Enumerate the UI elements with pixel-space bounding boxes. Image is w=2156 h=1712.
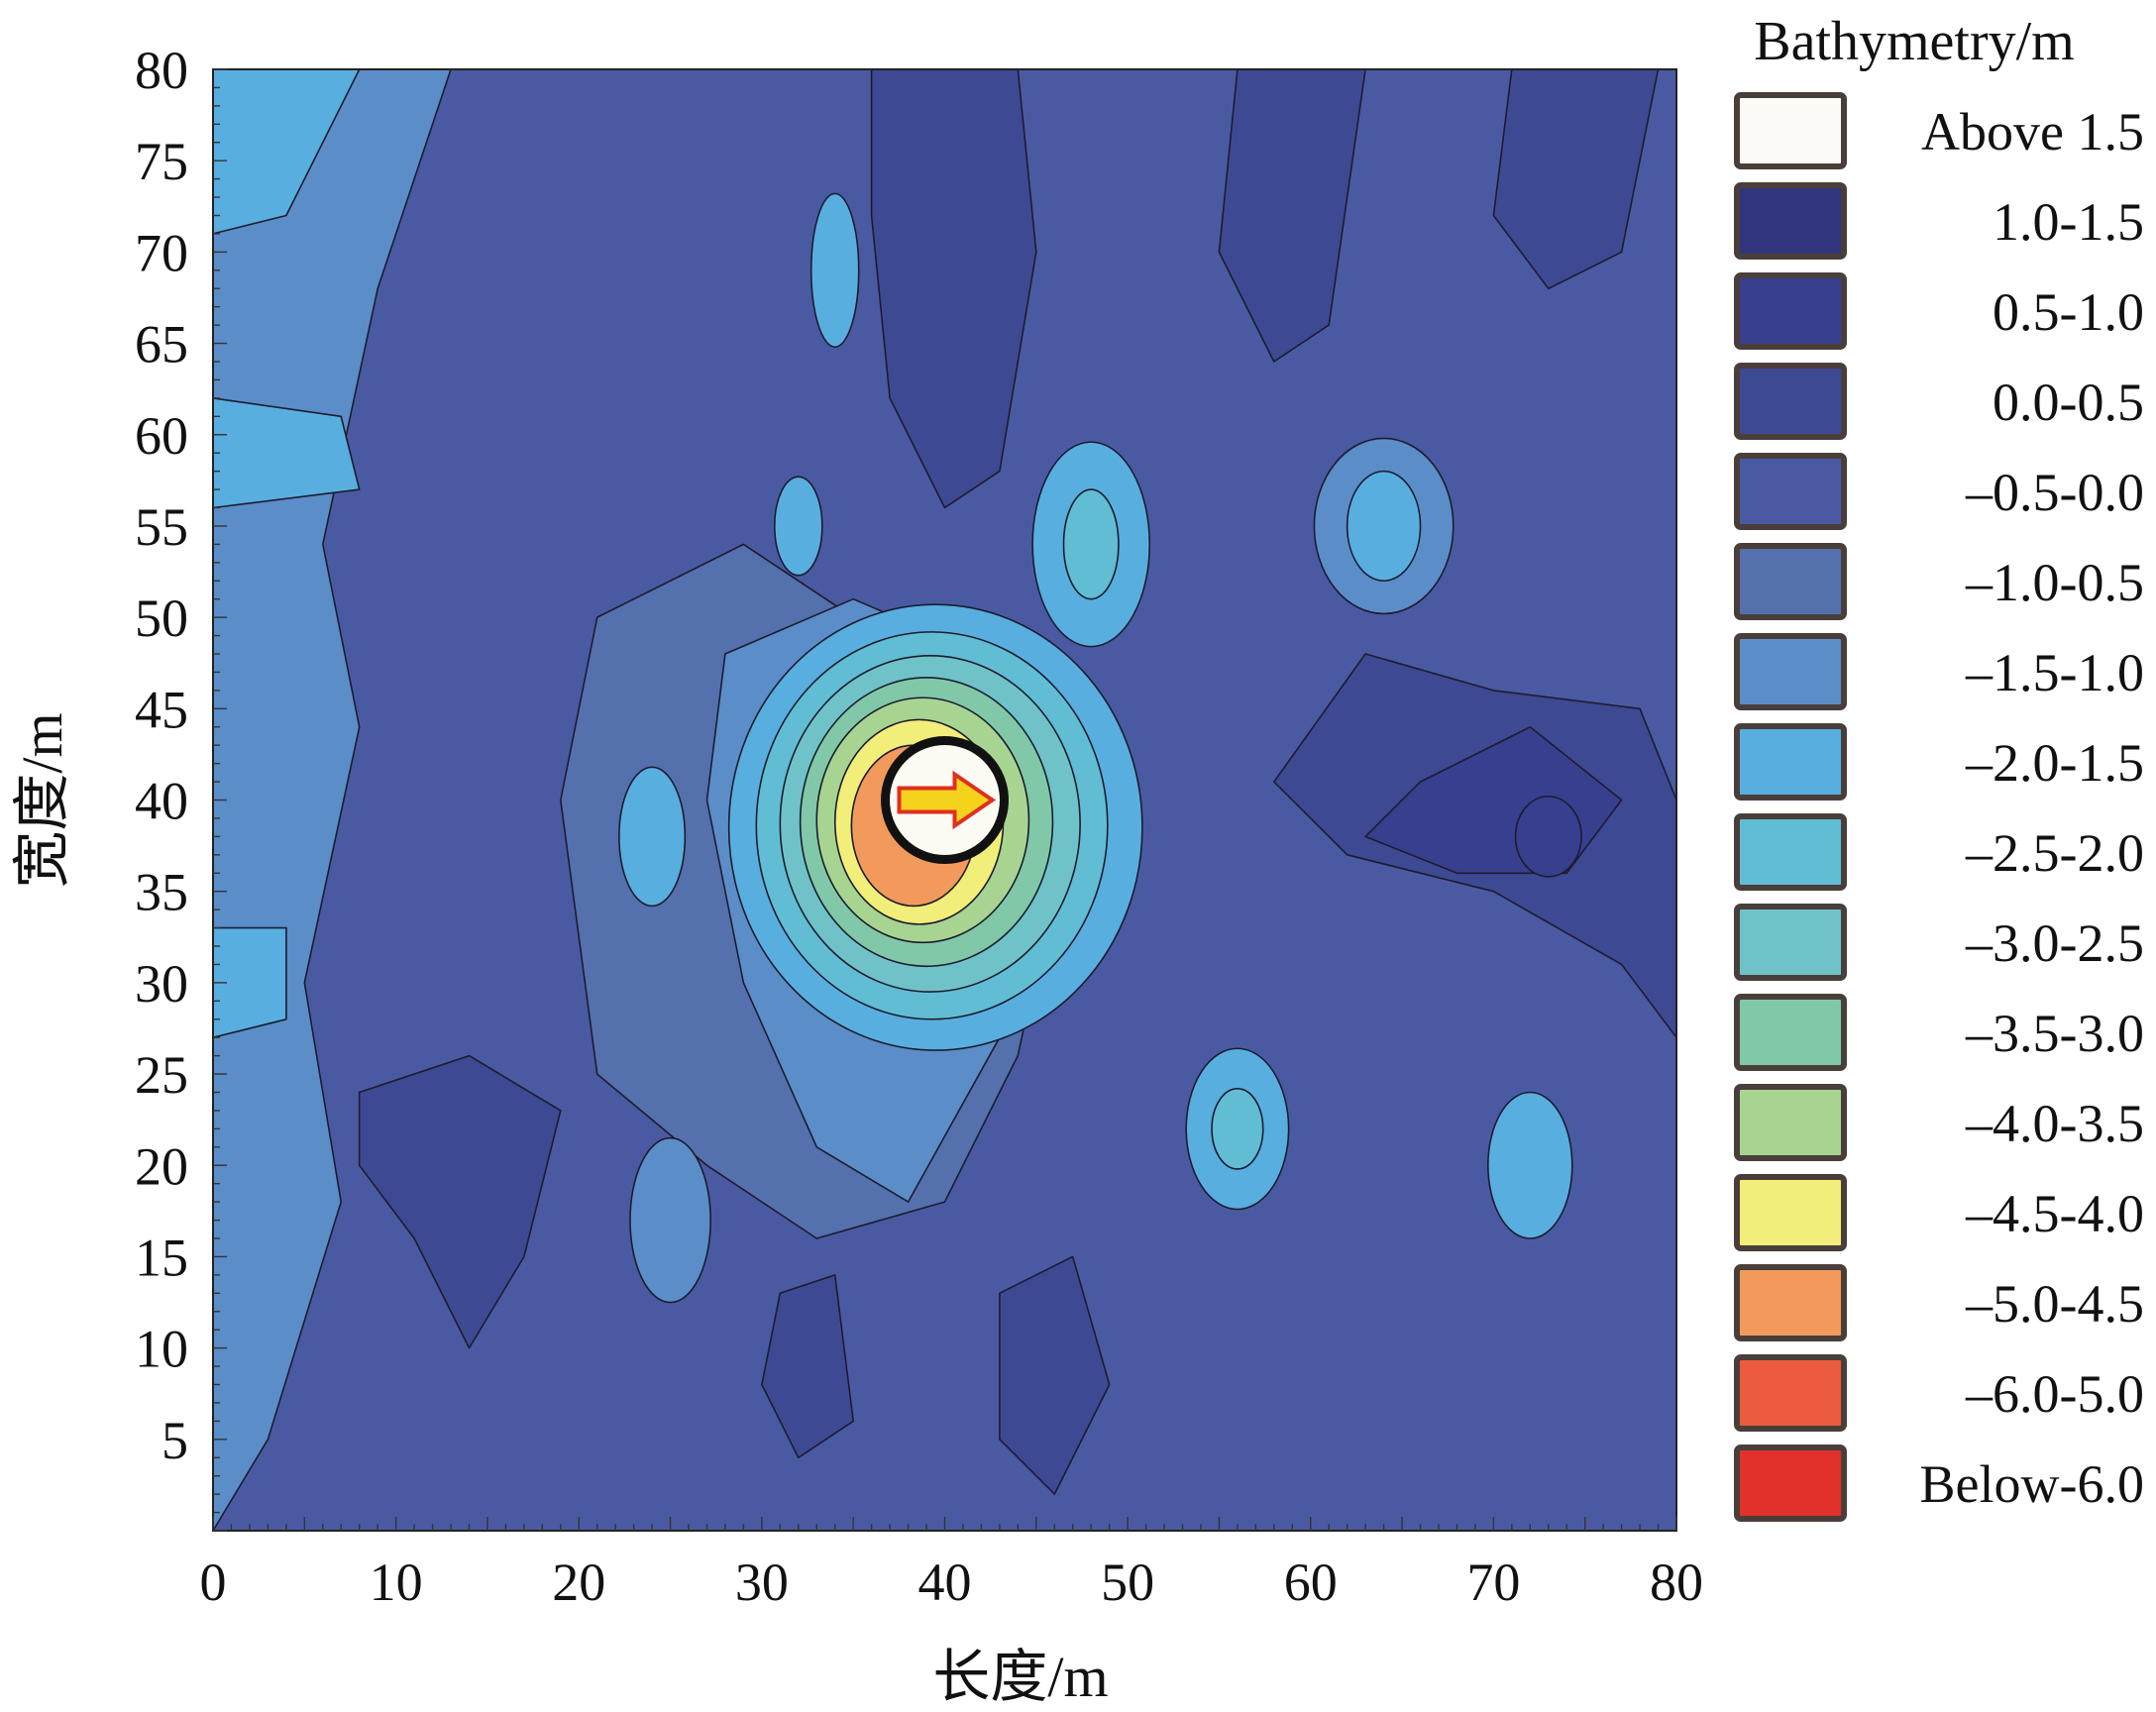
legend-swatch [1734,813,1847,891]
legend-label: –3.5-3.0 [1965,1004,2144,1063]
legend-swatch [1734,723,1847,801]
y-tick-label: 75 [135,132,188,191]
y-tick-label: 20 [135,1136,188,1196]
x-tick-label: 40 [918,1552,972,1612]
contour-region [999,1255,1111,1495]
legend-swatch [1734,453,1847,530]
x-axis-label: 长度/m [932,1645,1108,1709]
legend-swatch [1734,363,1847,440]
legend-swatch [1734,182,1847,260]
x-tick-label: 10 [370,1552,423,1612]
y-tick-label: 40 [135,772,188,831]
y-tick-label: 30 [135,954,188,1014]
contour-region [213,397,361,509]
legend-label: –5.0-4.5 [1965,1274,2144,1334]
legend-label: –1.0-0.5 [1965,553,2144,612]
contour-region [1218,69,1366,363]
legend-label: –2.0-1.5 [1965,733,2144,793]
y-tick-label: 10 [135,1320,188,1379]
legend-label: 0.5-1.0 [1993,282,2144,342]
contour-region [213,69,361,235]
contour-region [358,1054,562,1349]
y-axis-label: 宽度/m [10,712,74,888]
x-tick-label: 30 [735,1552,789,1612]
legend-swatch [1734,92,1847,169]
legend-label: –6.0-5.0 [1965,1364,2144,1424]
y-tick-label: 50 [135,588,188,648]
legend-swatch [1734,543,1847,620]
contour-region [773,476,823,577]
legend-label: Below-6.0 [1920,1454,2144,1514]
y-tick-label: 70 [135,223,188,282]
axes: 0 10 20 30 40 50 60 70 80 5 10 15 20 25 30 35 40 45 50 55 60… [135,41,1703,1612]
legend-label: –4.0-3.5 [1965,1094,2144,1153]
legend-label: –0.5-0.0 [1965,463,2144,522]
pile-marker [881,736,1009,864]
legend-label: Above 1.5 [1921,102,2144,161]
contour-region [1514,796,1582,878]
y-tick-label: 15 [135,1228,188,1287]
x-tick-label: 80 [1650,1552,1703,1612]
x-tick-label: 20 [552,1552,605,1612]
legend-swatch [1734,1444,1847,1522]
y-tick-label: 65 [135,315,188,374]
contour-region [1062,488,1120,600]
contour-region [761,1274,855,1459]
legend-swatch [1734,1174,1847,1251]
legend-title: Bathymetry/m [1754,11,2075,72]
y-tick-label: 5 [162,1411,188,1470]
legend-label: –3.0-2.5 [1965,913,2144,973]
x-tick-label: 50 [1101,1552,1154,1612]
legend-swatch [1734,1084,1847,1161]
contour-region [809,192,860,349]
legend-swatch [1734,1354,1847,1432]
y-tick-label: 45 [135,680,188,739]
legend-label: –4.5-4.0 [1965,1184,2144,1243]
legend-swatch [1734,1264,1847,1341]
legend-label: 0.0-0.5 [1993,373,2144,432]
y-tick-label: 25 [135,1045,188,1105]
y-tick-label: 35 [135,863,188,922]
legend-label: –2.5-2.0 [1965,823,2144,883]
contour-region [629,1136,711,1304]
legend-label: –1.5-1.0 [1965,643,2144,702]
y-tick-label: 55 [135,497,188,557]
contour-region [870,69,1037,509]
legend-label: 1.0-1.5 [1993,192,2144,252]
contour-region [1487,1091,1573,1239]
x-tick-label: 60 [1284,1552,1338,1612]
legend: Bathymetry/m Above 1.5 1.0-1.5 0.5-1.0 0.0-… [1734,11,2144,1522]
legend-swatch [1734,904,1847,981]
contour-region [213,926,287,1038]
legend-swatch [1734,272,1847,350]
x-tick-label: 0 [200,1552,227,1612]
contour-region [1346,470,1422,583]
direction-arrow-icon [897,770,997,830]
legend-swatch [1734,633,1847,710]
contour-region [618,766,687,908]
legend-swatch [1734,994,1847,1071]
y-tick-label: 60 [135,406,188,466]
y-tick-label: 80 [135,41,188,100]
x-tick-label: 70 [1466,1552,1520,1612]
contour-region [1492,69,1660,290]
legend-items: Above 1.5 1.0-1.5 0.5-1.0 0.0-0.5 –0.5-0.0 –1… [1734,92,2144,1522]
contour-region [1211,1088,1264,1170]
